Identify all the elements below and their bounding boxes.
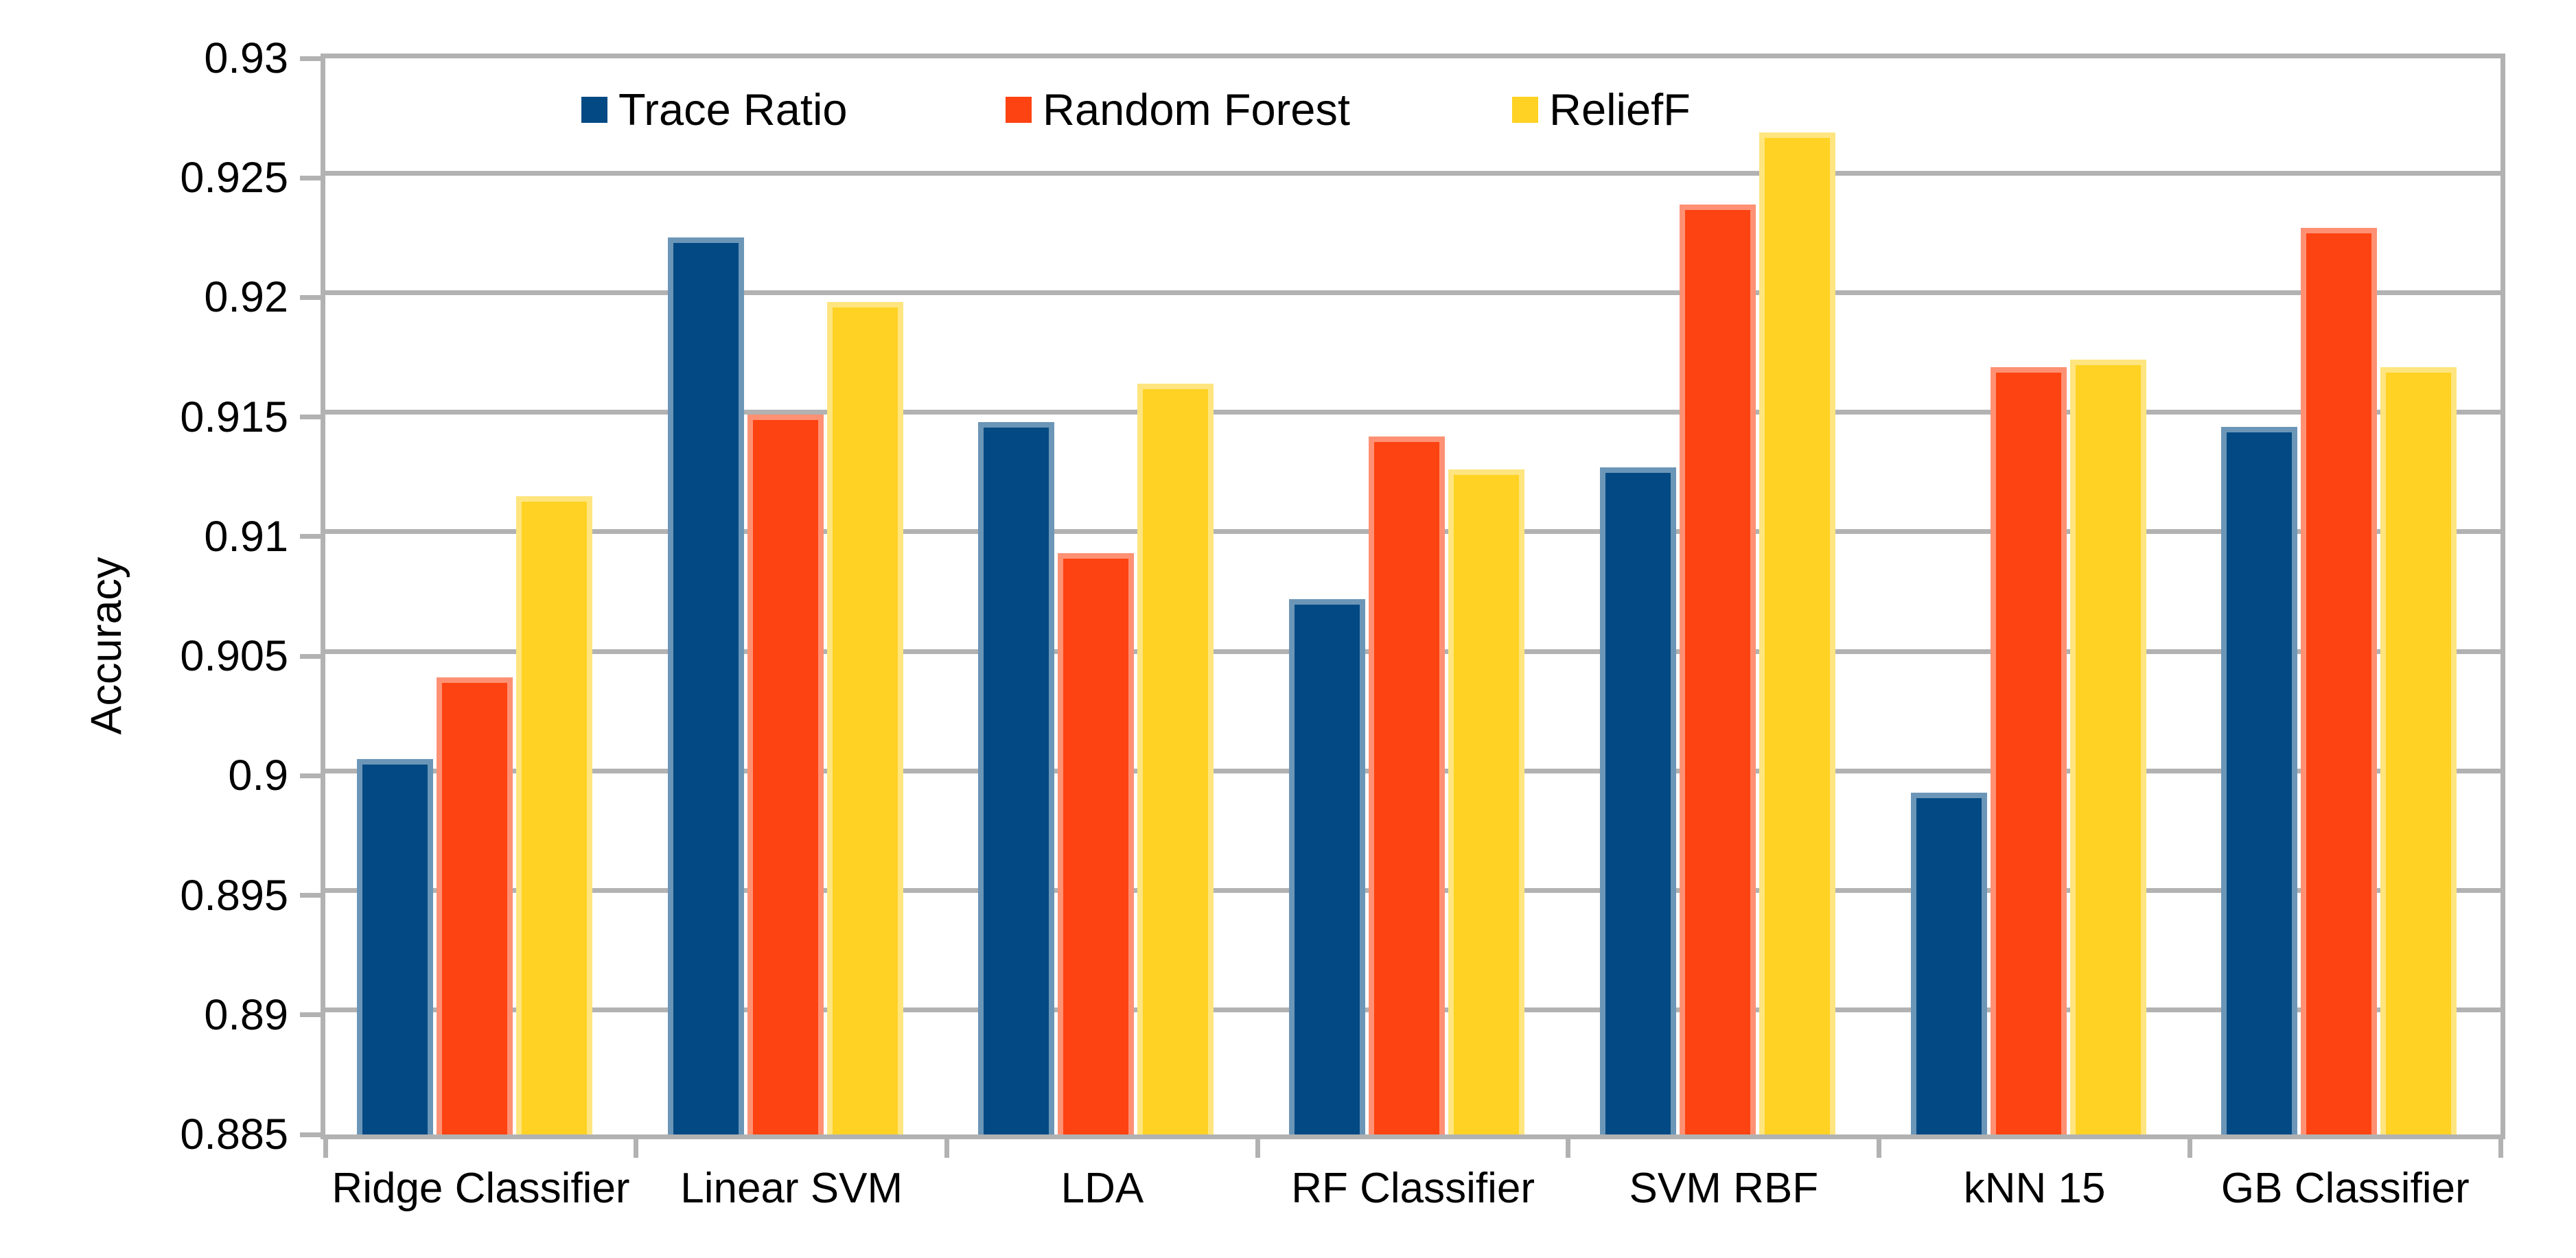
y-tick-label: 0.885	[180, 1110, 288, 1158]
bar-random-forest-linear-svm	[747, 415, 824, 1134]
y-axis-tick	[300, 294, 325, 300]
x-axis-tick	[323, 1134, 328, 1158]
bar-relieff-svm-rbf	[1759, 132, 1835, 1134]
bar-trace-ratio-ridge-classifier	[357, 758, 433, 1134]
bar-trace-ratio-gb-classifier	[2221, 426, 2298, 1134]
legend-label: Random Forest	[1043, 84, 1350, 135]
bar-trace-ratio-knn-15	[1910, 792, 1987, 1134]
bar-random-forest-svm-rbf	[1679, 204, 1756, 1134]
y-tick-label: 0.905	[180, 632, 288, 681]
gridline	[325, 410, 2500, 415]
bar-trace-ratio-lda	[978, 421, 1055, 1134]
legend-swatch-icon	[1512, 97, 1538, 123]
gridline	[325, 170, 2500, 176]
y-tick-label: 0.915	[180, 393, 288, 441]
y-axis-tick	[300, 56, 325, 61]
bar-random-forest-ridge-classifier	[437, 677, 513, 1134]
x-axis-tick	[1877, 1134, 1882, 1158]
y-axis-tick	[300, 415, 325, 420]
y-axis-tick	[300, 534, 325, 539]
x-axis-tick	[1566, 1134, 1571, 1158]
y-axis-tick	[300, 1012, 325, 1018]
bar-random-forest-gb-classifier	[2301, 228, 2378, 1134]
legend-item: Trace Ratio	[581, 84, 848, 135]
y-tick-label: 0.91	[204, 512, 288, 561]
legend-swatch-icon	[581, 97, 607, 123]
x-category-label: SVM RBF	[1629, 1165, 1819, 1212]
bar-random-forest-lda	[1058, 553, 1135, 1134]
bar-trace-ratio-linear-svm	[667, 237, 744, 1134]
x-axis-tick	[2187, 1134, 2192, 1158]
x-category-label: Ridge Classifier	[332, 1165, 630, 1212]
y-axis-tick	[300, 893, 325, 898]
y-axis-tick	[300, 1132, 325, 1137]
x-category-label: kNN 15	[1963, 1165, 2106, 1212]
x-axis-tick	[2498, 1134, 2503, 1158]
bar-random-forest-knn-15	[1990, 366, 2067, 1134]
bar-relieff-gb-classifier	[2380, 366, 2457, 1134]
legend-label: Trace Ratio	[618, 84, 848, 135]
bar-random-forest-rf-classifier	[1369, 436, 1446, 1134]
bar-relieff-knn-15	[2069, 360, 2146, 1134]
legend-swatch-icon	[1006, 97, 1032, 123]
y-axis-tick	[300, 653, 325, 659]
bar-trace-ratio-rf-classifier	[1289, 598, 1366, 1134]
bar-trace-ratio-svm-rbf	[1599, 467, 1676, 1134]
y-tick-label: 0.925	[180, 154, 288, 202]
y-axis-tick	[300, 175, 325, 180]
legend-item: Random Forest	[1006, 84, 1350, 135]
bar-relieff-rf-classifier	[1448, 469, 1525, 1134]
x-category-label: LDA	[1060, 1165, 1144, 1212]
y-tick-label: 0.9	[228, 752, 288, 800]
bar-relieff-ridge-classifier	[516, 496, 592, 1134]
y-tick-label: 0.92	[204, 273, 288, 322]
x-category-label: RF Classifier	[1291, 1165, 1535, 1212]
x-axis-tick	[944, 1134, 949, 1158]
y-tick-label: 0.89	[204, 990, 288, 1039]
plot-area	[321, 54, 2505, 1139]
y-axis-tick	[300, 773, 325, 778]
x-category-label: Linear SVM	[680, 1165, 903, 1212]
y-tick-label: 0.895	[180, 871, 288, 920]
legend-item: ReliefF	[1512, 84, 1691, 135]
gridline	[325, 290, 2500, 295]
x-category-label: GB Classifier	[2220, 1165, 2470, 1212]
legend-label: ReliefF	[1549, 84, 1691, 135]
y-tick-label: 0.93	[204, 34, 288, 82]
bar-relieff-linear-svm	[826, 302, 903, 1134]
x-axis-tick	[1255, 1134, 1260, 1158]
x-axis-tick	[634, 1134, 639, 1158]
bar-relieff-lda	[1137, 383, 1214, 1134]
